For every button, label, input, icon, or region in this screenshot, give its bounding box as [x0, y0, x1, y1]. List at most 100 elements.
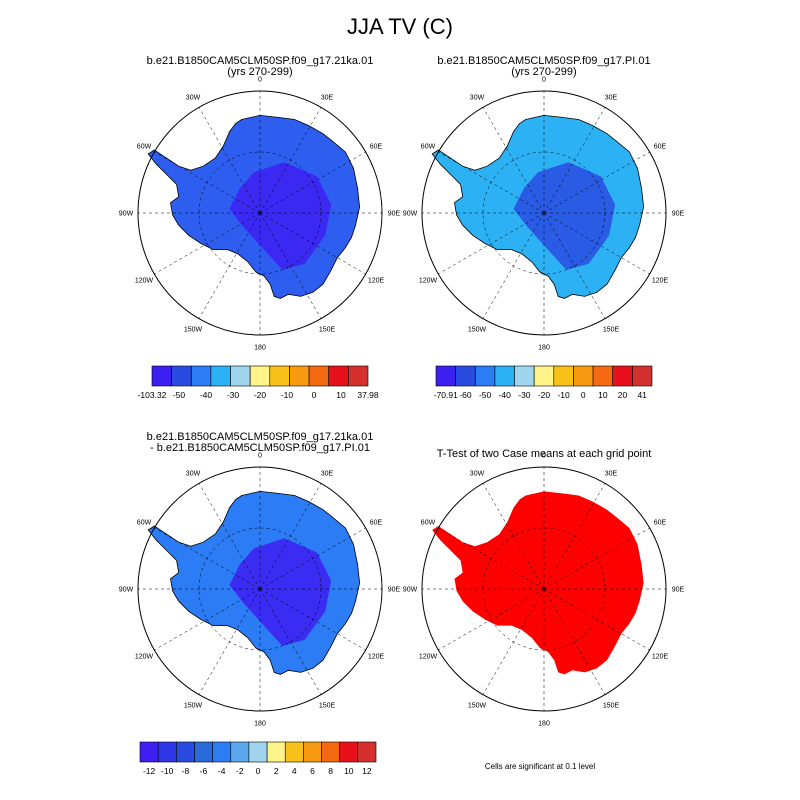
meridian-line [259, 212, 366, 275]
colorbar-tick-label: -2 [236, 766, 244, 776]
meridian-line [259, 107, 322, 214]
colorbar-tick-label: 0 [312, 390, 317, 400]
meridian-line [198, 107, 261, 214]
colorbar-swatch [151, 365, 172, 387]
meridian-line [482, 588, 545, 695]
colorbar-swatch [284, 741, 304, 763]
colorbar-tick-label: 0 [256, 766, 261, 776]
meridian-line [198, 212, 261, 319]
longitude-label: 60E [370, 144, 383, 151]
interior-field [229, 162, 332, 270]
colorbar-swatch [171, 365, 192, 387]
polar-map-panel-3: 0 30E 60E 90E 120E 150E 180 150W 120W 90W 60W 30W [119, 453, 401, 728]
meridian-line [259, 588, 322, 695]
colorbar-swatch [269, 365, 290, 387]
longitude-label: 150W [184, 327, 203, 334]
meridian-line [154, 588, 261, 651]
panel-3-title-line1: b.e21.B1850CAM5CLM50SP.f09_g17.21ka.01 [146, 431, 374, 443]
longitude-label: 60W [137, 520, 152, 527]
polar-map-panel-1: 0 30E 60E 90E 120E 150E 180 150W 120W 90W 60W 30W [119, 77, 401, 352]
colorbar-tick-label: -20 [254, 390, 267, 400]
longitude-label: 150W [468, 703, 487, 710]
longitude-label: 30E [321, 471, 334, 478]
colorbar-tick-label: 10 [336, 390, 346, 400]
longitude-label: 150W [184, 703, 203, 710]
longitude-label: 30W [186, 95, 201, 102]
colorbar-tick-label: -10 [161, 766, 174, 776]
longitude-label: 30W [470, 471, 485, 478]
longitude-label: 120W [135, 654, 154, 661]
colorbar-swatch [494, 365, 515, 387]
colorbar-tick-label: 37.98 [357, 390, 379, 400]
colorbar-swatch [632, 365, 653, 387]
colorbar-1: -103.32 -50 -40 -30 -20 -10 0 10 37.98 [138, 365, 379, 400]
colorbar-tick-label: -103.32 [138, 390, 167, 400]
longitude-label: 30E [321, 95, 334, 102]
panel-2-title-line2: (yrs 270-299) [511, 66, 577, 78]
colorbar-tick-label: -10 [281, 390, 294, 400]
colorbar-swatch [553, 365, 574, 387]
colorbar-swatch [592, 365, 613, 387]
meridian-line [154, 212, 261, 275]
longitude-label: 120E [368, 278, 385, 285]
coastline [431, 114, 645, 299]
colorbar-tick-label: 12 [362, 766, 372, 776]
longitude-label: 90W [403, 211, 418, 218]
meridian-line [543, 588, 606, 695]
colorbar-swatch [303, 741, 322, 763]
colorbar-tick-label: -50 [479, 390, 492, 400]
meridian-line [198, 483, 261, 590]
colorbar-swatch [308, 365, 330, 387]
meridian-line [482, 483, 545, 590]
meridian-line [543, 483, 606, 590]
meridian-line [259, 483, 322, 590]
polar-map-panel-2: 0 30E 60E 90E 120E 150E 180 150W 120W 90W 60W 30W [403, 77, 685, 352]
meridian-line [259, 527, 366, 590]
colorbar-3: -12 -10 -8 -6 -4 -2 0 2 4 6 8 10 12 [139, 741, 377, 776]
meridian-line [543, 212, 606, 319]
colorbar-tick-label: 2 [274, 766, 279, 776]
panel-1-title-line1: b.e21.B1850CAM5CLM50SP.f09_g17.21ka.01 [146, 55, 374, 67]
colorbar-swatch [230, 365, 251, 387]
longitude-label: 120E [652, 654, 669, 661]
colorbar-swatch [339, 741, 359, 763]
antarctica-field [432, 491, 644, 675]
longitude-label: 30W [186, 471, 201, 478]
colorbar-tick-label: -10 [557, 390, 570, 400]
colorbar-tick-label: 4 [292, 766, 297, 776]
longitude-label: 120E [652, 278, 669, 285]
colorbar-swatch [474, 365, 496, 387]
colorbar-tick-label: -40 [200, 390, 213, 400]
colorbar-swatch [210, 365, 231, 387]
colorbar-tick-label: 8 [328, 766, 333, 776]
meridian-line [482, 107, 545, 214]
colorbar-tick-label: 6 [310, 766, 315, 776]
longitude-label: 120W [419, 654, 438, 661]
figure-title: JJA TV (C) [347, 14, 453, 39]
colorbar-swatch [139, 741, 159, 763]
longitude-label: 90W [403, 587, 418, 594]
longitude-label: 180 [254, 345, 266, 352]
meridian-line [543, 527, 650, 590]
longitude-label: 60W [421, 144, 436, 151]
polar-map-panel-4: 0 30E 60E 90E 120E 150E 180 150W 120W 90W 60W 30W [403, 453, 685, 728]
colorbar-tick-label: -70.91 [434, 390, 458, 400]
colorbar-swatch [230, 741, 250, 763]
colorbar-swatch [248, 741, 268, 763]
longitude-label: 60E [654, 144, 667, 151]
longitude-label: 90W [119, 211, 134, 218]
colorbar-swatch [573, 365, 594, 387]
longitude-label: 90E [672, 587, 685, 594]
colorbar-swatch [357, 741, 377, 763]
longitude-label: 0 [258, 453, 262, 460]
meridian-line [259, 212, 322, 319]
longitude-label: 60W [137, 144, 152, 151]
colorbar-swatch [212, 741, 232, 763]
longitude-label: 180 [538, 345, 550, 352]
panel-4-title: T-Test of two Case means at each grid po… [394, 449, 694, 460]
colorbar-swatch [514, 365, 535, 387]
longitude-label: 30E [605, 471, 618, 478]
longitude-label: 0 [542, 77, 546, 84]
meridian-line [259, 151, 366, 214]
